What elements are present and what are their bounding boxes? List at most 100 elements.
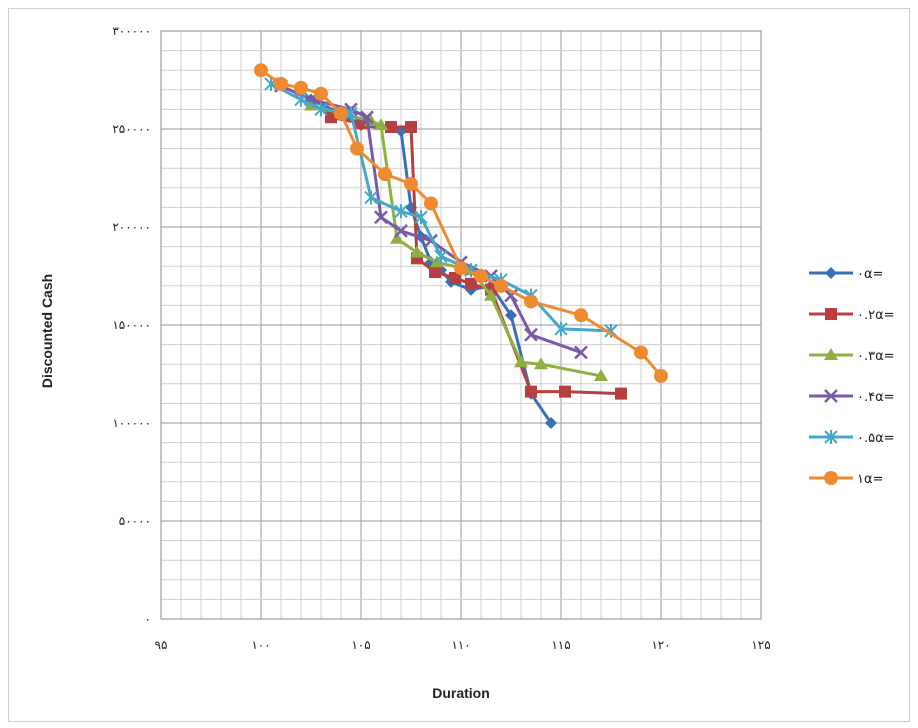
legend-label: ۰α= [857, 267, 883, 282]
legend-label: ۱α= [857, 472, 883, 487]
data-point [390, 231, 404, 244]
data-point [434, 249, 448, 264]
data-point [825, 308, 837, 320]
data-point [545, 417, 557, 429]
y-tick-label: ۰ [145, 612, 151, 626]
data-point [429, 266, 441, 279]
series [254, 63, 668, 429]
y-tick-label: ۵۰۰۰۰ [119, 514, 151, 528]
data-point [574, 345, 588, 360]
data-point [394, 204, 408, 219]
data-point [411, 252, 423, 265]
data-point [414, 210, 428, 225]
plot-area-border [160, 30, 762, 620]
data-point [394, 224, 408, 238]
data-point [424, 196, 438, 211]
series-6 [254, 63, 668, 383]
data-point [525, 385, 537, 398]
chart-svg: ۹۵ ۱۰۰ ۱۰۵ ۱۱۰ ۱۱۵ ۱۲۰ ۱۲۵ ۰ ۵۰۰۰۰ ۱۰۰۰۰۰ ۱۵۰۰۰۰ ۲۰… [39, 24, 895, 701]
series-2 [325, 111, 627, 400]
axes: ۹۵ ۱۰۰ ۱۰۵ ۱۱۰ ۱۱۵ ۱۲۰ ۱۲۵ ۰ ۵۰۰۰۰ ۱۰۰۰۰۰ ۱۵۰۰۰۰ ۲۰… [112, 24, 770, 652]
x-tick-label: ۱۱۰ [451, 638, 470, 652]
grid [160, 30, 762, 620]
data-point [554, 321, 568, 336]
data-point [385, 121, 397, 134]
data-point [360, 110, 374, 125]
data-point [334, 106, 348, 121]
data-point [824, 389, 838, 403]
y-tick-label: ۲۵۰۰۰۰ [112, 122, 151, 136]
legend-label: ۰.۳α= [857, 349, 895, 364]
legend-entry: ۰.۲α= [809, 308, 895, 323]
legend-entry: ۱α= [809, 471, 883, 487]
data-point [294, 92, 308, 107]
data-point [824, 471, 838, 485]
series-line [280, 84, 582, 354]
data-point [654, 368, 668, 383]
data-point [254, 63, 268, 78]
data-point [615, 387, 627, 400]
data-point [410, 245, 424, 258]
data-point [465, 277, 477, 290]
data-point-stroke [574, 345, 588, 360]
legend-label: ۰.۴α= [857, 390, 895, 405]
data-point [824, 348, 838, 360]
data-point [524, 327, 538, 342]
data-point [594, 368, 608, 381]
chart-frame: ۹۵ ۱۰۰ ۱۰۵ ۱۱۰ ۱۱۵ ۱۲۰ ۱۲۵ ۰ ۵۰۰۰۰ ۱۰۰۰۰۰ ۱۵۰۰۰۰ ۲۰… [8, 8, 910, 722]
data-point [325, 111, 337, 124]
data-point [374, 210, 388, 225]
legend-entry: ۰.۳α= [809, 348, 895, 364]
y-tick-label: ۳۰۰۰۰۰ [112, 24, 151, 38]
data-point [314, 86, 328, 101]
data-point [474, 269, 488, 283]
series-1 [305, 93, 557, 429]
data-point [405, 121, 417, 134]
data-point-stroke [360, 110, 374, 125]
data-point [824, 430, 838, 444]
y-tick-label: ۱۰۰۰۰۰ [112, 416, 151, 430]
series-4 [274, 78, 588, 360]
data-point-stroke [824, 389, 838, 403]
series-line [260, 68, 663, 377]
data-point [378, 167, 392, 182]
data-point [634, 345, 648, 360]
data-point [364, 190, 378, 205]
data-point [534, 357, 548, 370]
data-point [484, 288, 498, 301]
data-point [454, 261, 468, 276]
data-point-stroke [424, 233, 438, 248]
x-axis-title: Duration [432, 685, 490, 701]
legend-entry: ۰α= [809, 267, 883, 282]
legend: ۰α= ۰.۲α= ۰.۳α= ۰.۴α= ۰.۵α= ۱α= [809, 267, 895, 487]
y-tick-label: ۲۰۰۰۰۰ [112, 220, 151, 234]
legend-entry: ۰.۵α= [809, 430, 895, 446]
data-point-stroke [394, 224, 408, 238]
y-axis-title: Discounted Cash [39, 274, 55, 388]
data-point [514, 355, 528, 368]
data-point-stroke [374, 210, 388, 225]
data-point [374, 118, 388, 131]
y-tick-label: ۱۵۰۰۰۰ [112, 318, 151, 332]
data-point [574, 308, 588, 323]
x-tick-label: ۱۰۰ [251, 638, 270, 652]
data-point-stroke [524, 327, 538, 342]
legend-label: ۰.۵α= [857, 431, 895, 446]
data-point [494, 278, 508, 293]
data-point [314, 102, 328, 117]
x-tick-label: ۱۰۵ [351, 638, 370, 652]
data-point [350, 141, 364, 156]
x-tick-label: ۱۲۵ [751, 638, 770, 652]
data-point [559, 385, 571, 398]
legend-label: ۰.۲α= [857, 308, 895, 323]
data-point [344, 106, 358, 121]
x-tick-label: ۱۱۵ [551, 638, 570, 652]
legend-entry: ۰.۴α= [809, 389, 895, 405]
data-point [524, 294, 538, 309]
data-point [449, 271, 461, 284]
x-tick-label: ۹۵ [155, 638, 168, 652]
x-tick-label: ۱۲۰ [651, 638, 670, 652]
series-3 [304, 98, 608, 381]
data-point [505, 309, 517, 322]
data-point [274, 76, 288, 91]
